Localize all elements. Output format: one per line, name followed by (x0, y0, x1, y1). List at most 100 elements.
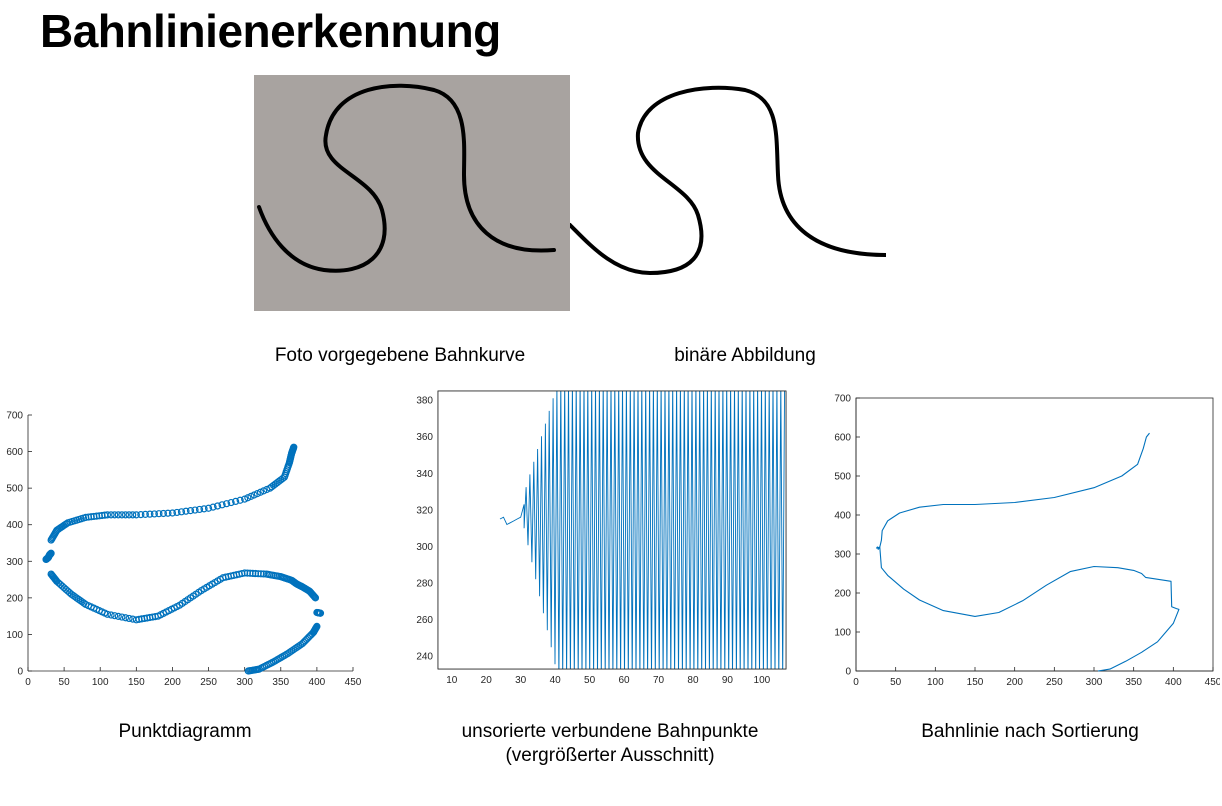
y-tick-label: 0 (845, 667, 851, 678)
plot-frame (855, 397, 1214, 672)
caption-binary: binäre Abbildung (674, 345, 816, 366)
scatter-point (47, 549, 55, 557)
y-tick-label: 700 (834, 394, 851, 405)
scatter-point (310, 592, 318, 600)
scatter-point (204, 504, 213, 512)
caption-scatter: Punktdiagramm (118, 721, 252, 742)
unsorted-line-chart: 10 20 30 40 50 60 70 80 90 100 240 260 280 300 320 340 3… (416, 390, 787, 686)
y-tick-label: 500 (834, 472, 851, 483)
plot-frame (28, 415, 353, 671)
scatter-point (218, 501, 226, 509)
y-tick-label: 260 (416, 615, 433, 626)
x-tick-label: 350 (272, 677, 289, 688)
scatter-point (290, 443, 298, 451)
y-tick-label: 200 (834, 589, 851, 600)
track-curve-photo (257, 83, 556, 273)
y-tick-label: 600 (6, 447, 23, 458)
x-tick-label: 40 (550, 675, 562, 686)
y-tick-label: 200 (6, 593, 23, 604)
scatter-point (164, 509, 172, 517)
y-tick-label: 0 (17, 667, 23, 678)
scatter-point (118, 613, 126, 621)
scatter-point (121, 614, 130, 622)
scatter-point (118, 511, 126, 519)
caption-unsorted: unsorierte verbundene Bahnpunkte (vergrö… (430, 720, 790, 768)
x-tick-label: 30 (515, 675, 527, 686)
scatter-point (111, 511, 119, 519)
scatter-point (125, 614, 133, 623)
scatter-point (223, 500, 231, 508)
x-tick-label: 150 (967, 677, 984, 688)
scatter-point (146, 510, 154, 518)
x-tick-label: 400 (309, 677, 326, 688)
y-tick-label: 500 (6, 484, 23, 495)
scatter-point (141, 510, 149, 518)
scatter-point (311, 593, 319, 601)
scatter-point (129, 511, 137, 519)
y-tick-label: 320 (416, 505, 433, 516)
scatter-point (182, 507, 190, 515)
scatter-point (209, 503, 217, 511)
scatter-point (227, 498, 235, 507)
page-title: Bahnlinienerkennung (40, 5, 501, 57)
y-tick-label: 340 (416, 469, 433, 480)
x-tick-label: 250 (200, 677, 217, 688)
y-tick-label: 600 (834, 433, 851, 444)
x-tick-label: 0 (25, 677, 31, 688)
y-tick-label: 280 (416, 579, 433, 590)
y-tick-label: 360 (416, 432, 433, 443)
scatter-point (62, 520, 70, 528)
x-tick-label: 20 (481, 675, 493, 686)
y-tick-label: 300 (416, 542, 433, 553)
scatter-point (155, 510, 163, 518)
scatter-chart: 0 50 100 150 200 250 300 350 400 450 0 100 200 300 400… (6, 411, 362, 689)
y-tick-label: 380 (416, 396, 433, 407)
scatter-point (186, 507, 195, 515)
scatter-point (213, 502, 222, 510)
scatter-point (114, 612, 122, 620)
scatter-point (232, 497, 240, 506)
scatter-point (121, 511, 130, 519)
y-tick-label: 240 (416, 652, 433, 663)
scatter-point (195, 505, 204, 514)
caption-unsorted-line1: unsorierte verbundene Bahnpunkte (461, 721, 759, 742)
x-tick-label: 350 (1125, 677, 1142, 688)
scatter-point (159, 509, 168, 518)
plot-border (437, 390, 787, 670)
y-tick-label: 400 (834, 511, 851, 522)
x-tick-label: 100 (754, 675, 771, 686)
x-tick-label: 150 (128, 677, 145, 688)
x-tick-label: 70 (653, 675, 665, 686)
y-tick-label: 400 (6, 520, 23, 531)
x-tick-label: 0 (853, 677, 859, 688)
x-tick-label: 450 (1205, 677, 1220, 688)
track-curve-binary (570, 85, 886, 276)
caption-unsorted-line2: (vergrößerter Ausschnitt) (505, 745, 715, 766)
scatter-point (173, 508, 181, 517)
scatter-point (316, 609, 325, 617)
x-tick-label: 10 (446, 675, 458, 686)
scatter-point (107, 511, 115, 519)
x-tick-label: 450 (345, 677, 362, 688)
x-tick-label: 200 (164, 677, 181, 688)
scatter-point (114, 511, 122, 519)
scatter-point (236, 496, 244, 504)
x-tick-label: 50 (890, 677, 902, 688)
scatter-point (107, 611, 115, 619)
scatter-point (177, 508, 186, 516)
y-tick-label: 300 (834, 550, 851, 561)
scatter-point (168, 509, 177, 517)
binary-image (570, 75, 886, 311)
scatter-point (103, 610, 112, 618)
x-tick-label: 100 (92, 677, 109, 688)
unsorted-series-line (499, 391, 785, 669)
x-tick-label: 60 (618, 675, 630, 686)
x-tick-label: 200 (1006, 677, 1023, 688)
sorted-series-line (876, 432, 1180, 672)
x-tick-label: 90 (722, 675, 734, 686)
scatter-point (311, 594, 320, 602)
scatter-point (150, 510, 158, 518)
scatter-point (103, 511, 112, 519)
x-tick-label: 50 (584, 675, 596, 686)
x-tick-label: 80 (687, 675, 699, 686)
